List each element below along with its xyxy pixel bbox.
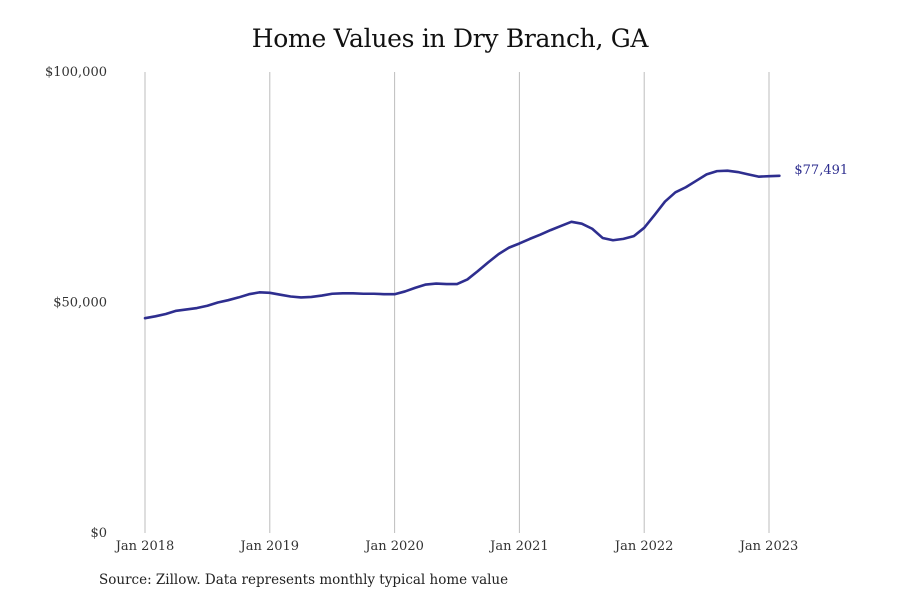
data-point	[373, 293, 375, 295]
data-point	[217, 301, 219, 303]
data-point	[331, 293, 333, 295]
data-point	[175, 310, 177, 312]
data-point	[591, 228, 593, 230]
x-tick-label: Jan 2021	[488, 539, 549, 554]
data-point	[549, 229, 551, 231]
data-point	[612, 239, 614, 241]
data-point	[248, 293, 250, 295]
y-tick-label: $0	[90, 526, 107, 541]
x-tick-label: Jan 2023	[738, 539, 799, 554]
data-point	[560, 225, 562, 227]
data-point	[185, 308, 187, 310]
data-point	[196, 307, 198, 309]
data-point	[404, 290, 406, 292]
data-point	[269, 292, 271, 294]
data-point	[747, 173, 749, 175]
data-point	[497, 253, 499, 255]
data-point	[456, 283, 458, 285]
data-point	[383, 293, 385, 295]
data-point	[227, 299, 229, 301]
data-point	[726, 169, 728, 171]
data-point	[352, 292, 354, 294]
source-note: Source: Zillow. Data represents monthly …	[99, 572, 509, 588]
data-point	[362, 293, 364, 295]
home-value-series-line	[143, 169, 781, 320]
data-point	[716, 170, 718, 172]
x-tick-label: Jan 2018	[114, 539, 175, 554]
chart-title: Home Values in Dry Branch, GA	[251, 24, 649, 53]
data-point	[685, 186, 687, 188]
data-point	[529, 238, 531, 240]
y-tick-label: $100,000	[45, 65, 107, 80]
data-point	[581, 222, 583, 224]
data-point	[414, 287, 416, 289]
data-point	[757, 175, 759, 177]
data-point	[300, 296, 302, 298]
data-point	[570, 221, 572, 223]
data-point	[601, 237, 603, 239]
data-point	[539, 234, 541, 236]
data-point	[695, 180, 697, 182]
data-point	[737, 171, 739, 173]
data-point	[341, 292, 343, 294]
data-point	[674, 191, 676, 193]
data-point	[466, 278, 468, 280]
series-layer	[143, 169, 781, 320]
data-point	[653, 214, 655, 216]
vertical-grid-lines	[144, 72, 770, 533]
data-point	[310, 296, 312, 298]
data-point	[768, 175, 770, 177]
x-tick-label: Jan 2020	[363, 539, 424, 554]
data-point	[154, 315, 156, 317]
data-point	[487, 261, 489, 263]
data-point	[258, 291, 260, 293]
data-point	[144, 317, 146, 319]
data-point	[622, 238, 624, 240]
data-point	[425, 283, 427, 285]
data-point	[508, 246, 510, 248]
end-value-label-layer: $77,491	[794, 163, 848, 178]
data-point	[289, 295, 291, 297]
data-point	[393, 293, 395, 295]
data-point	[445, 283, 447, 285]
data-point	[643, 227, 645, 229]
data-point	[778, 175, 780, 177]
data-point	[206, 305, 208, 307]
x-axis-tick-labels: Jan 2018 Jan 2019 Jan 2020 Jan 2021 Jan 2022…	[114, 539, 799, 554]
end-value-label: $77,491	[794, 163, 848, 178]
x-tick-label: Jan 2022	[613, 539, 674, 554]
data-point	[633, 235, 635, 237]
data-point	[237, 296, 239, 298]
data-point	[518, 242, 520, 244]
data-point	[477, 270, 479, 272]
data-point	[321, 294, 323, 296]
y-tick-label: $50,000	[53, 296, 107, 311]
y-axis-tick-labels: $0 $50,000 $100,000	[45, 65, 107, 541]
x-tick-label: Jan 2019	[239, 539, 300, 554]
data-point	[705, 173, 707, 175]
data-point	[165, 313, 167, 315]
data-point	[279, 293, 281, 295]
data-point	[664, 200, 666, 202]
data-point	[435, 282, 437, 284]
